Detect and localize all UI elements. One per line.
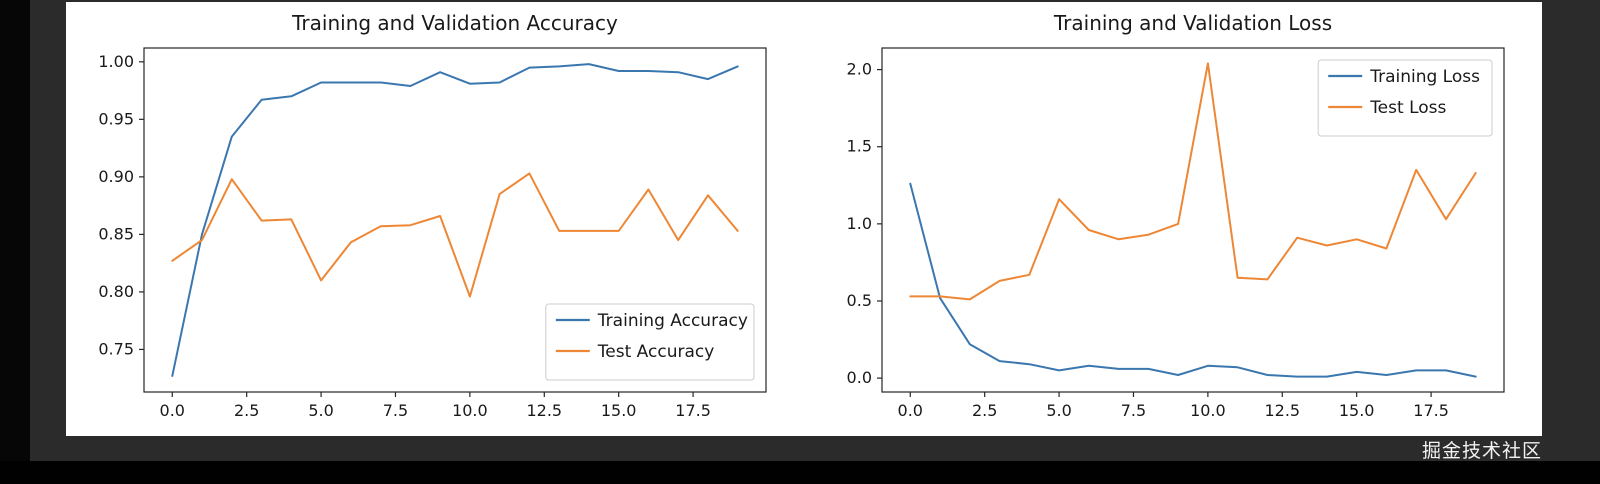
line-training-accuracy <box>171 63 739 377</box>
axes-frame <box>881 47 1505 393</box>
x-tick-label: 2.5 <box>972 401 997 420</box>
y-tick-label: 0.80 <box>98 282 134 301</box>
legend-box <box>1317 59 1493 137</box>
y-tick-label: 1.0 <box>847 214 872 233</box>
x-tick-label: 15.0 <box>1339 401 1375 420</box>
y-tick-label: 0.95 <box>98 109 134 128</box>
line-test-loss <box>909 62 1477 301</box>
legend-label-training-accuracy: Training Accuracy <box>597 311 748 331</box>
loss-chart: Training and Validation Loss 0.0 2.5 5.0 7.5… <box>847 11 1505 420</box>
legend-label-test-loss: Test Loss <box>1369 98 1446 118</box>
y-tick-label: 0.0 <box>847 368 872 387</box>
x-tick-label: 7.5 <box>1121 401 1146 420</box>
x-tick-label: 10.0 <box>452 401 488 420</box>
x-tick-label: 2.5 <box>234 401 259 420</box>
chart-title: Training and Validation Loss <box>1053 11 1332 35</box>
x-tick-label: 0.0 <box>160 401 185 420</box>
matplotlib-figure: Training and Validation Accuracy 0.0 2.5 5.… <box>66 2 1542 436</box>
y-tick-label: 0.75 <box>98 339 134 358</box>
x-tick-label: 5.0 <box>1046 401 1071 420</box>
y-tick-label: 0.5 <box>847 291 872 310</box>
chart-title: Training and Validation Accuracy <box>291 11 618 35</box>
x-tick-label: 12.5 <box>1264 401 1300 420</box>
x-tick-label: 15.0 <box>601 401 637 420</box>
accuracy-chart: Training and Validation Accuracy 0.0 2.5 5.… <box>98 11 767 420</box>
watermark: 掘金技术社区 <box>1421 440 1542 462</box>
bottom-black-bar <box>0 461 1600 484</box>
x-tick-label: 0.0 <box>898 401 923 420</box>
y-tick-label: 0.90 <box>98 167 134 186</box>
legend-label-test-accuracy: Test Accuracy <box>597 342 715 362</box>
x-tick-label: 17.5 <box>675 401 711 420</box>
dark-backdrop: Training and Validation Accuracy 0.0 2.5 5.… <box>30 0 1600 461</box>
y-tick-label: 0.85 <box>98 224 134 243</box>
x-tick-label: 7.5 <box>383 401 408 420</box>
y-tick-label: 2.0 <box>847 60 872 79</box>
x-tick-label: 17.5 <box>1413 401 1449 420</box>
x-tick-label: 12.5 <box>526 401 562 420</box>
axes-frame <box>143 47 767 393</box>
line-test-accuracy <box>171 172 739 298</box>
x-tick-label: 5.0 <box>308 401 333 420</box>
y-tick-label: 1.00 <box>98 52 134 71</box>
line-training-loss <box>909 182 1477 378</box>
x-tick-label: 10.0 <box>1190 401 1226 420</box>
legend-box <box>545 303 755 381</box>
legend-label-training-loss: Training Loss <box>1369 67 1480 87</box>
y-tick-label: 1.5 <box>847 137 872 156</box>
